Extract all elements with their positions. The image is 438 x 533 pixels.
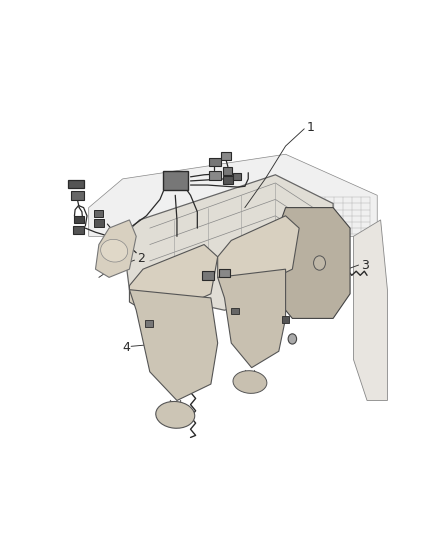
Bar bbox=[223, 176, 233, 184]
Polygon shape bbox=[129, 290, 218, 400]
Bar bbox=[209, 171, 221, 180]
Text: 1: 1 bbox=[307, 121, 315, 134]
Bar bbox=[71, 191, 84, 200]
Bar bbox=[94, 219, 104, 227]
Text: 2: 2 bbox=[138, 253, 145, 265]
Text: 4: 4 bbox=[122, 341, 130, 353]
Bar bbox=[145, 320, 153, 327]
Bar bbox=[223, 166, 232, 175]
Polygon shape bbox=[353, 220, 387, 400]
Bar bbox=[219, 269, 230, 277]
Bar bbox=[202, 271, 214, 280]
Bar bbox=[94, 210, 103, 217]
Polygon shape bbox=[129, 245, 218, 318]
Polygon shape bbox=[218, 269, 286, 368]
Ellipse shape bbox=[233, 370, 267, 393]
Bar bbox=[209, 158, 221, 166]
Polygon shape bbox=[276, 207, 350, 318]
Ellipse shape bbox=[101, 239, 127, 262]
Bar bbox=[68, 180, 84, 188]
Ellipse shape bbox=[156, 401, 195, 428]
Bar bbox=[163, 171, 188, 190]
Bar bbox=[74, 216, 84, 223]
Text: 3: 3 bbox=[361, 259, 369, 271]
Bar bbox=[231, 308, 239, 314]
Bar bbox=[233, 173, 241, 180]
Polygon shape bbox=[88, 154, 377, 236]
Bar bbox=[282, 317, 289, 323]
Polygon shape bbox=[123, 175, 333, 310]
Bar bbox=[74, 226, 84, 235]
Polygon shape bbox=[95, 220, 136, 277]
Polygon shape bbox=[218, 216, 299, 294]
Bar bbox=[221, 152, 230, 159]
Ellipse shape bbox=[314, 256, 325, 270]
Ellipse shape bbox=[288, 334, 297, 344]
